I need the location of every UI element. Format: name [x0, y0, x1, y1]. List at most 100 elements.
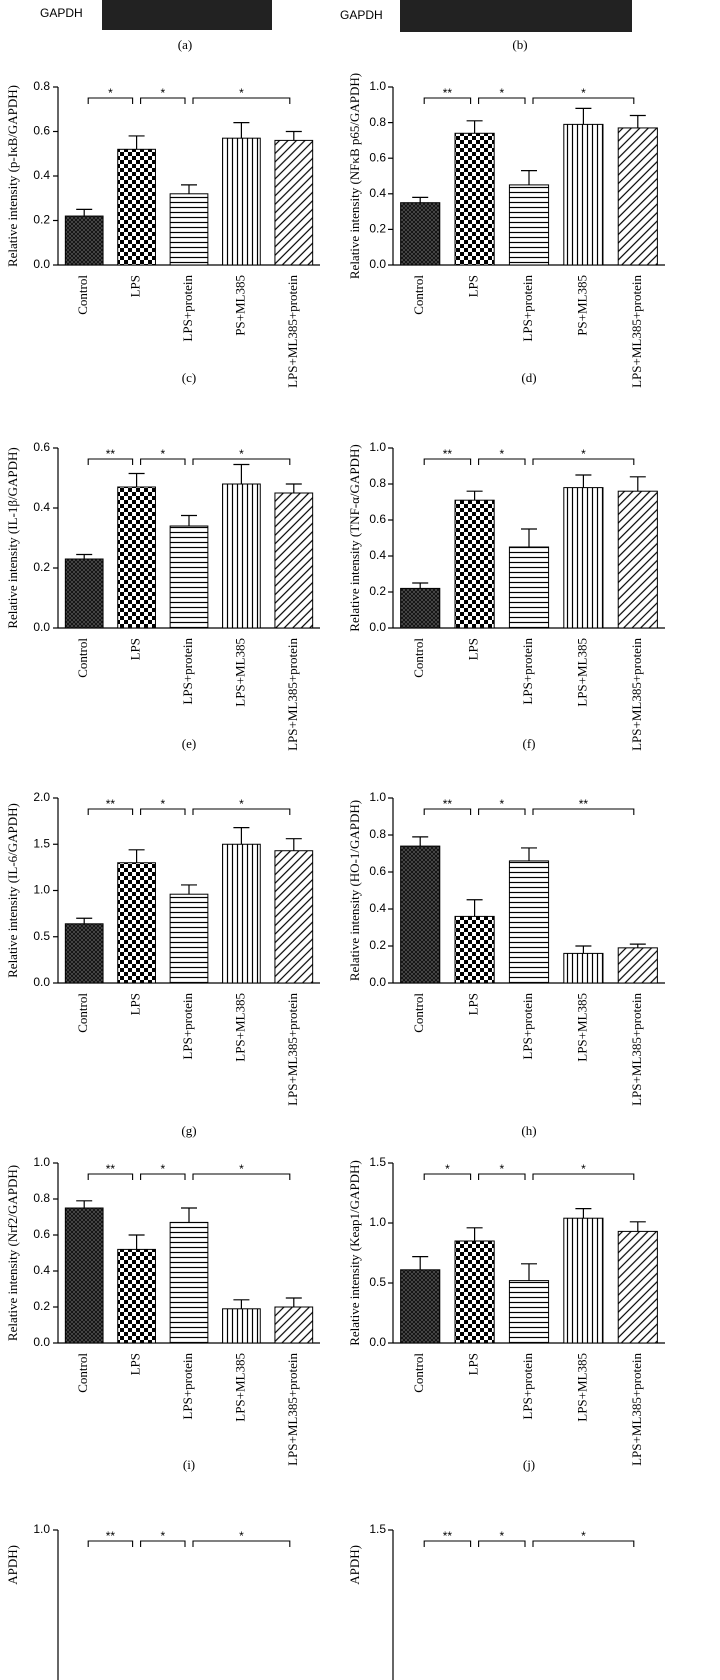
y-tick-label: 0.0: [33, 620, 50, 634]
significance-bracket: [423, 1540, 472, 1547]
bar: [169, 193, 209, 266]
bar: [400, 587, 441, 629]
significance-bracket: [478, 1173, 526, 1180]
significance-bracket: [478, 1540, 526, 1547]
bar: [563, 952, 604, 984]
y-tick-label: 0.5: [369, 1275, 386, 1289]
significance-label: *: [239, 1529, 244, 1543]
error-bar: [466, 899, 483, 917]
significance-bracket: [87, 97, 134, 104]
x-tick-label: LPS: [128, 638, 143, 660]
x-tick-label: LPS: [128, 275, 143, 297]
significance-bracket: [423, 808, 472, 815]
significance-label: *: [499, 447, 504, 461]
significance-label: *: [239, 86, 244, 100]
x-tick-label: Control: [411, 275, 426, 315]
panel-label: (j): [523, 1457, 535, 1472]
y-axis-label: APDH): [347, 1545, 362, 1585]
significance-bracket: [192, 1173, 291, 1180]
x-tick-label: LPS+ML385+protein: [629, 275, 644, 388]
y-tick-label: 0.2: [33, 560, 50, 574]
error-bar: [181, 884, 197, 895]
significance-label: **: [443, 797, 453, 811]
error-bar: [412, 582, 429, 589]
x-tick-label: Control: [75, 993, 90, 1033]
significance-bracket: [192, 808, 291, 815]
bar: [454, 1240, 495, 1344]
x-tick-label: LPS+ML385+protein: [285, 1353, 300, 1466]
y-tick-label: 0.5: [33, 929, 50, 943]
y-tick-label: 0.8: [369, 827, 386, 841]
y-axis-label: APDH): [5, 1545, 20, 1585]
bar: [400, 845, 441, 984]
bar: [222, 1308, 261, 1344]
error-bar: [181, 184, 197, 194]
x-tick-label: LPS+protein: [520, 638, 535, 705]
blot: [400, 0, 632, 32]
bar: [508, 1280, 550, 1344]
significance-label: *: [160, 1529, 165, 1543]
bar: [117, 862, 156, 984]
panel-label: (h): [521, 1123, 536, 1138]
panel-label: (g): [181, 1123, 196, 1138]
error-bar: [521, 847, 537, 861]
significance-label: *: [239, 1162, 244, 1176]
significance-label: **: [579, 797, 589, 811]
error-bar: [412, 196, 429, 203]
error-bar: [575, 107, 592, 125]
bar: [508, 546, 550, 629]
significance-label: *: [581, 86, 586, 100]
x-tick-label: LPS+protein: [180, 275, 195, 342]
error-bar: [76, 553, 93, 559]
bar: [64, 1207, 104, 1344]
error-bar: [575, 1208, 592, 1219]
x-tick-label: PS+ML385: [574, 275, 589, 336]
y-tick-label: 1.0: [33, 1522, 50, 1536]
x-tick-label: PS+ML385: [232, 275, 247, 336]
x-tick-label: LPS+ML385: [574, 1353, 589, 1422]
x-tick-label: LPS+protein: [520, 1353, 535, 1420]
y-axis-label: Relative intensity (IL-6/GAPDH): [5, 803, 20, 978]
error-bar: [521, 1263, 537, 1281]
bar: [222, 137, 261, 266]
x-tick-label: LPS: [128, 1353, 143, 1375]
error-bar: [521, 170, 537, 185]
y-tick-label: 1.0: [369, 440, 386, 454]
error-bar: [466, 490, 483, 501]
significance-label: **: [443, 86, 453, 100]
significance-bracket: [478, 458, 526, 465]
x-tick-label: Control: [411, 1353, 426, 1393]
bar: [274, 492, 314, 629]
y-tick-label: 1.5: [369, 1522, 386, 1536]
y-tick-label: 0.6: [33, 440, 50, 454]
error-bar: [128, 1234, 145, 1250]
error-bar: [412, 836, 429, 847]
significance-label: **: [106, 447, 116, 461]
significance-label: **: [106, 1162, 116, 1176]
bar: [400, 1269, 441, 1344]
x-tick-label: LPS+protein: [520, 993, 535, 1060]
y-tick-label: 1.0: [369, 79, 386, 93]
bar: [117, 148, 156, 266]
significance-bracket: [423, 458, 472, 465]
significance-label: *: [581, 1162, 586, 1176]
significance-label: *: [160, 797, 165, 811]
y-tick-label: 1.5: [369, 1155, 386, 1169]
x-tick-label: Control: [75, 638, 90, 678]
x-tick-label: Control: [411, 993, 426, 1033]
x-tick-label: LPS+protein: [180, 993, 195, 1060]
panel-label: (b): [512, 37, 527, 52]
error-bar: [629, 1221, 646, 1232]
significance-bracket: [192, 97, 291, 104]
bar: [64, 923, 104, 984]
error-bar: [285, 483, 302, 493]
significance-label: *: [581, 447, 586, 461]
bar: [274, 850, 314, 984]
bar: [169, 525, 209, 629]
bar: [117, 486, 156, 629]
x-tick-label: Control: [75, 1353, 90, 1393]
y-axis-label: Relative intensity (p-IκB/GAPDH): [5, 85, 20, 267]
y-tick-label: 0.2: [33, 213, 50, 227]
bar: [169, 893, 209, 984]
blot: [102, 0, 272, 30]
